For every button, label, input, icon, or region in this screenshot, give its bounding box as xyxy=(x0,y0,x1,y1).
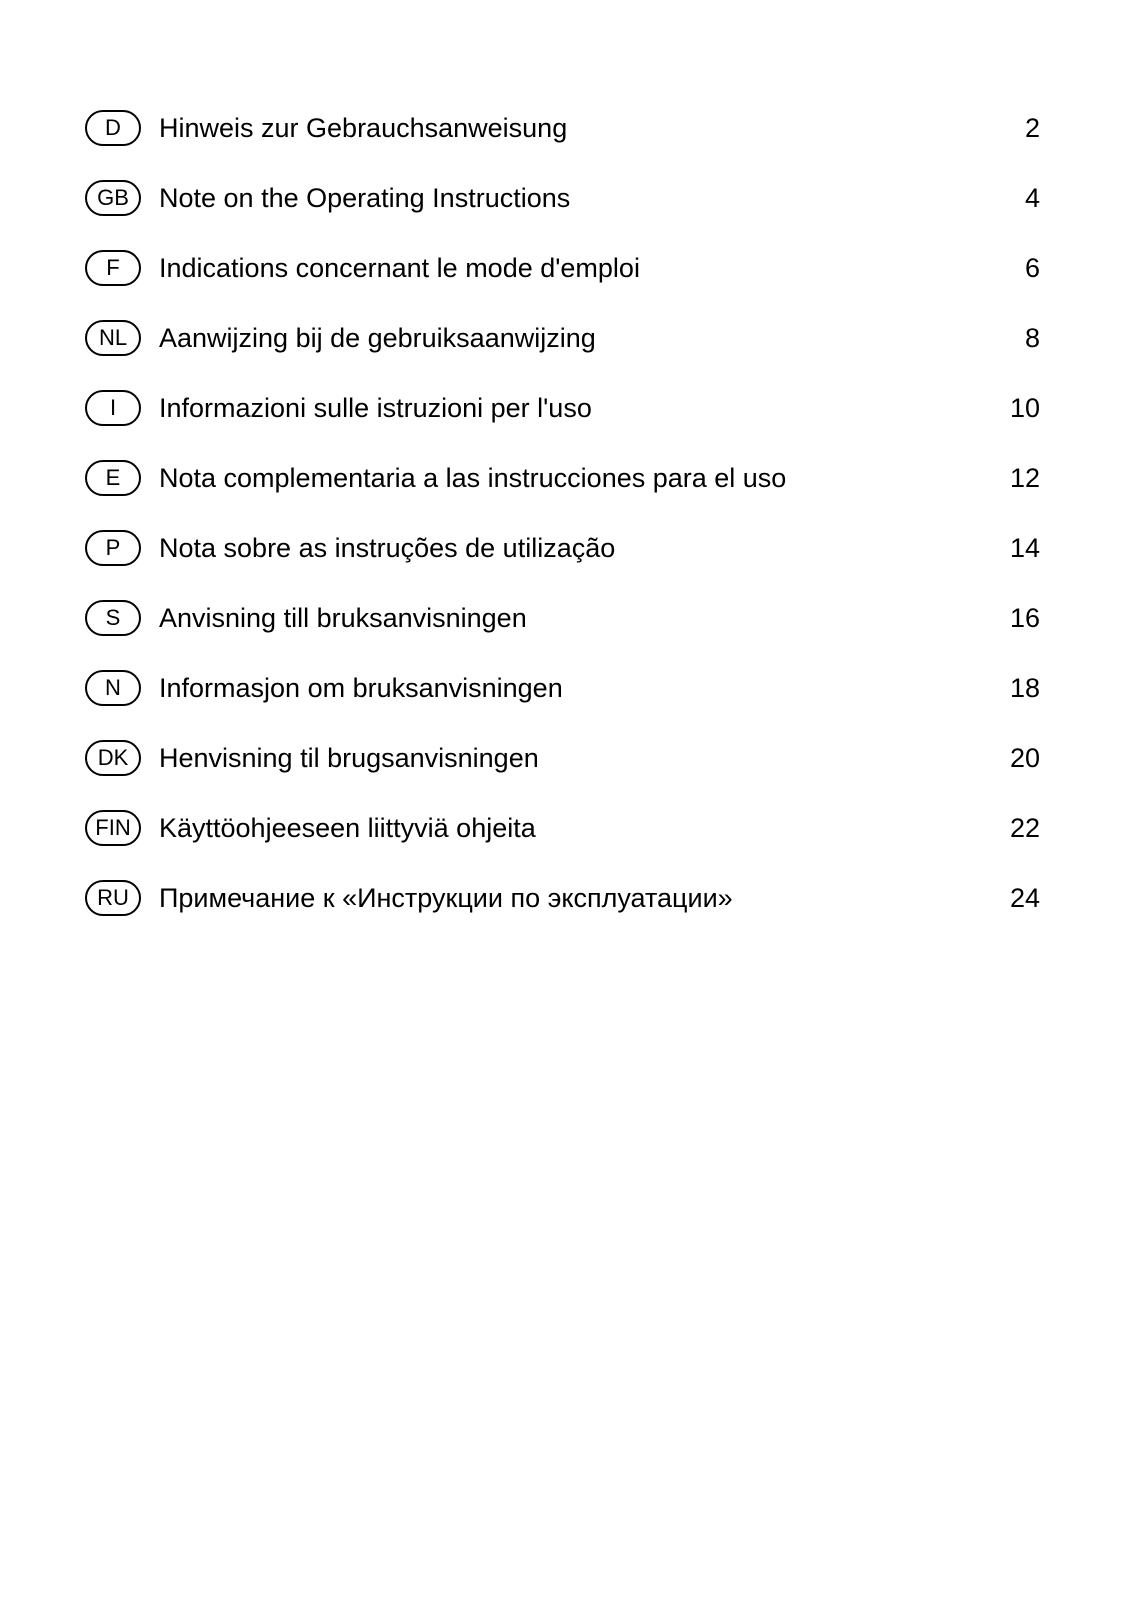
toc-row: NL Aanwijzing bij de gebruiksaanwijzing … xyxy=(85,320,1040,356)
toc-row: FIN Käyttöohjeeseen liittyviä ohjeita 22 xyxy=(85,810,1040,846)
toc-title: Aanwijzing bij de gebruiksaanwijzing xyxy=(159,322,1005,354)
toc-row: E Nota complementaria a las instruccione… xyxy=(85,460,1040,496)
toc-title: Hinweis zur Gebrauchsanweisung xyxy=(159,112,1005,144)
language-badge: S xyxy=(85,600,141,636)
toc-page-number: 24 xyxy=(1010,883,1040,914)
toc-title: Nota sobre as instruções de utilização xyxy=(159,532,990,564)
toc-page-number: 18 xyxy=(1010,673,1040,704)
toc-row: GB Note on the Operating Instructions 4 xyxy=(85,180,1040,216)
toc-row: P Nota sobre as instruções de utilização… xyxy=(85,530,1040,566)
toc-page-number: 20 xyxy=(1010,743,1040,774)
language-badge: FIN xyxy=(85,810,141,846)
toc-row: DK Henvisning til brugsanvisningen 20 xyxy=(85,740,1040,776)
language-badge: GB xyxy=(85,180,141,216)
toc-row: D Hinweis zur Gebrauchsanweisung 2 xyxy=(85,110,1040,146)
toc-page-number: 16 xyxy=(1010,603,1040,634)
toc-row: N Informasjon om bruksanvisningen 18 xyxy=(85,670,1040,706)
toc-row: F Indications concernant le mode d'emplo… xyxy=(85,250,1040,286)
toc-title: Indications concernant le mode d'emploi xyxy=(159,252,1005,284)
toc-page: D Hinweis zur Gebrauchsanweisung 2 GB No… xyxy=(0,0,1130,916)
language-badge: P xyxy=(85,530,141,566)
toc-title: Примечание к «Инструкции по эксплуатации… xyxy=(159,882,990,914)
toc-page-number: 12 xyxy=(1010,463,1040,494)
toc-page-number: 22 xyxy=(1010,813,1040,844)
toc-page-number: 4 xyxy=(1025,183,1040,214)
toc-page-number: 10 xyxy=(1010,393,1040,424)
toc-title: Informazioni sulle istruzioni per l'uso xyxy=(159,392,990,424)
toc-title: Anvisning till bruksanvisningen xyxy=(159,602,990,634)
toc-title: Nota complementaria a las instrucciones … xyxy=(159,462,990,494)
toc-row: RU Примечание к «Инструкции по эксплуата… xyxy=(85,880,1040,916)
language-badge: RU xyxy=(85,880,141,916)
toc-title: Note on the Operating Instructions xyxy=(159,182,1005,214)
language-badge: E xyxy=(85,460,141,496)
toc-page-number: 6 xyxy=(1025,253,1040,284)
language-badge: D xyxy=(85,110,141,146)
language-badge: DK xyxy=(85,740,141,776)
toc-title: Informasjon om bruksanvisningen xyxy=(159,672,990,704)
toc-page-number: 14 xyxy=(1010,533,1040,564)
toc-page-number: 2 xyxy=(1025,113,1040,144)
toc-title: Käyttöohjeeseen liittyviä ohjeita xyxy=(159,812,990,844)
toc-row: S Anvisning till bruksanvisningen 16 xyxy=(85,600,1040,636)
language-badge: N xyxy=(85,670,141,706)
toc-page-number: 8 xyxy=(1025,323,1040,354)
language-badge: NL xyxy=(85,320,141,356)
toc-title: Henvisning til brugsanvisningen xyxy=(159,742,990,774)
toc-row: I Informazioni sulle istruzioni per l'us… xyxy=(85,390,1040,426)
language-badge: I xyxy=(85,390,141,426)
language-badge: F xyxy=(85,250,141,286)
